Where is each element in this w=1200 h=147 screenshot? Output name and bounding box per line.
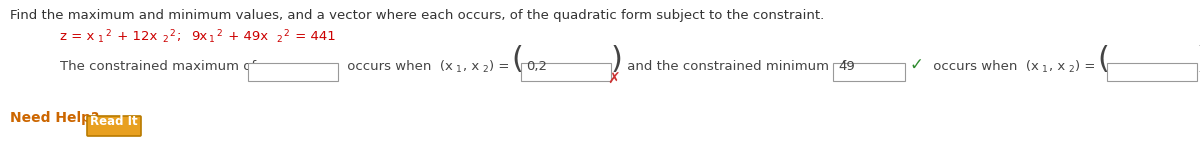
Text: 49: 49 — [838, 60, 854, 73]
Text: ✗: ✗ — [607, 72, 619, 87]
Text: ): ) — [611, 45, 623, 74]
Text: ;: ; — [178, 30, 190, 43]
Text: occurs when  (x: occurs when (x — [929, 60, 1039, 73]
Text: , x: , x — [463, 60, 479, 73]
Text: 2: 2 — [276, 35, 282, 44]
Text: ✓: ✓ — [910, 56, 923, 74]
Text: occurs when  (x: occurs when (x — [343, 60, 452, 73]
Text: Find the maximum and minimum values, and a vector where each occurs, of the quad: Find the maximum and minimum values, and… — [10, 9, 824, 22]
Text: 0,2: 0,2 — [526, 60, 547, 73]
Text: 2: 2 — [283, 29, 289, 38]
Text: 2: 2 — [106, 29, 110, 38]
Text: Need Help?: Need Help? — [10, 111, 100, 125]
Text: 1: 1 — [98, 35, 103, 44]
FancyBboxPatch shape — [88, 116, 142, 136]
Text: 2: 2 — [169, 29, 175, 38]
FancyBboxPatch shape — [833, 63, 905, 81]
Text: Read It: Read It — [90, 115, 138, 128]
Text: 1: 1 — [456, 66, 462, 75]
Text: , x: , x — [1049, 60, 1066, 73]
Text: 1: 1 — [209, 35, 215, 44]
Text: (: ( — [511, 45, 523, 74]
Text: ) =: ) = — [1075, 60, 1096, 73]
Text: The constrained maximum of: The constrained maximum of — [60, 60, 256, 73]
Text: ) =: ) = — [490, 60, 509, 73]
Text: = 441: = 441 — [292, 30, 336, 43]
Text: (: ( — [1097, 45, 1109, 74]
Text: 2: 2 — [216, 29, 222, 38]
Text: 2: 2 — [482, 66, 487, 75]
Text: + 49x: + 49x — [224, 30, 268, 43]
Text: 2: 2 — [1068, 66, 1074, 75]
Text: 2: 2 — [162, 35, 168, 44]
Text: 9x: 9x — [191, 30, 208, 43]
Text: 1: 1 — [1042, 66, 1048, 75]
Text: and the constrained minimum of: and the constrained minimum of — [623, 60, 846, 73]
FancyBboxPatch shape — [248, 63, 338, 81]
Text: + 12x: + 12x — [113, 30, 157, 43]
Text: ): ) — [1198, 45, 1200, 74]
FancyBboxPatch shape — [1108, 63, 1198, 81]
Text: z = x: z = x — [60, 30, 95, 43]
FancyBboxPatch shape — [521, 63, 611, 81]
